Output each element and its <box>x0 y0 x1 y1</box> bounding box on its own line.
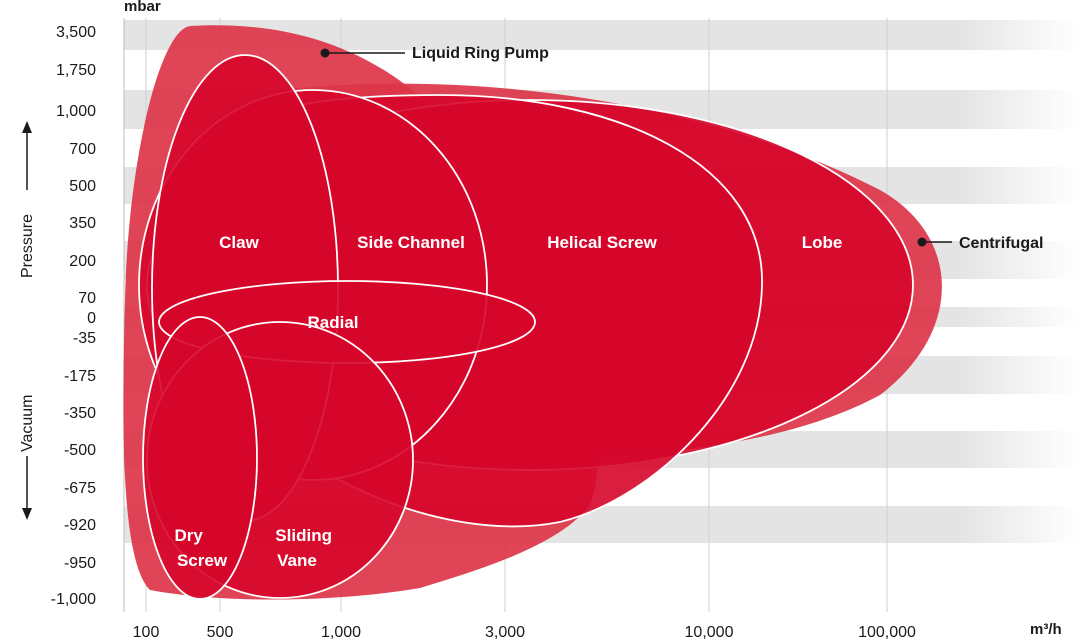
label-dry-screw: Dry Screw <box>174 526 227 570</box>
regions <box>123 25 942 600</box>
arrow-down-icon <box>22 508 32 520</box>
y-tick-label: 0 <box>87 310 96 327</box>
label-radial: Radial <box>307 313 358 332</box>
y-tick-label: 700 <box>69 141 96 158</box>
label-claw: Claw <box>219 233 259 252</box>
y-tick-label: -35 <box>73 330 96 347</box>
label-lobe: Lobe <box>802 233 843 252</box>
label-liquid-ring-pump: Liquid Ring Pump <box>412 45 549 62</box>
label-sliding-vane: Sliding Vane <box>275 526 336 570</box>
y-unit-label: mbar <box>124 0 161 15</box>
y-tick-label: 1,000 <box>56 103 96 120</box>
grid-fade <box>960 18 1078 602</box>
y-tick-label: -920 <box>64 517 96 534</box>
arrow-up-icon <box>22 121 32 133</box>
region-dry-screw <box>142 316 258 600</box>
y-tick-label: 70 <box>78 290 96 307</box>
vacuum-label: Vacuum <box>19 394 36 452</box>
y-tick-label: -1,000 <box>51 591 96 608</box>
y-tick-label: 200 <box>69 253 96 270</box>
region-labels: Claw Side Channel Helical Screw Lobe Rad… <box>174 233 842 570</box>
pressure-label: Pressure <box>19 214 36 278</box>
x-tick-label: 500 <box>207 624 234 640</box>
x-tick-label: 100 <box>133 624 160 640</box>
x-tick-label: 1,000 <box>321 624 361 640</box>
x-tick-label: 10,000 <box>685 624 734 640</box>
x-tick-label: 100,000 <box>858 624 916 640</box>
label-side-channel: Side Channel <box>357 233 465 252</box>
y-tick-label: 350 <box>69 215 96 232</box>
y-tick-label: -175 <box>64 368 96 385</box>
x-tick-labels: 100 500 1,000 3,000 10,000 100,000 <box>133 624 916 640</box>
callout-centrifugal: Centrifugal <box>917 235 1043 252</box>
y-tick-label: -675 <box>64 480 96 497</box>
y-tick-label: -500 <box>64 442 96 459</box>
x-tick-label: 3,000 <box>485 624 525 640</box>
y-tick-label: 3,500 <box>56 24 96 41</box>
x-unit-label: m³/h <box>1030 621 1062 638</box>
label-helical-screw: Helical Screw <box>547 233 657 252</box>
y-tick-labels: 3,5001,7501,000700500350200700-35-175-35… <box>51 24 96 608</box>
y-tick-label: 500 <box>69 178 96 195</box>
y-tick-label: 1,750 <box>56 62 96 79</box>
y-tick-label: -950 <box>64 555 96 572</box>
callout-liquid-ring-pump: Liquid Ring Pump <box>320 45 549 62</box>
label-centrifugal: Centrifugal <box>959 235 1043 252</box>
direction-indicator: Pressure Vacuum <box>19 121 36 520</box>
y-tick-label: -350 <box>64 405 96 422</box>
